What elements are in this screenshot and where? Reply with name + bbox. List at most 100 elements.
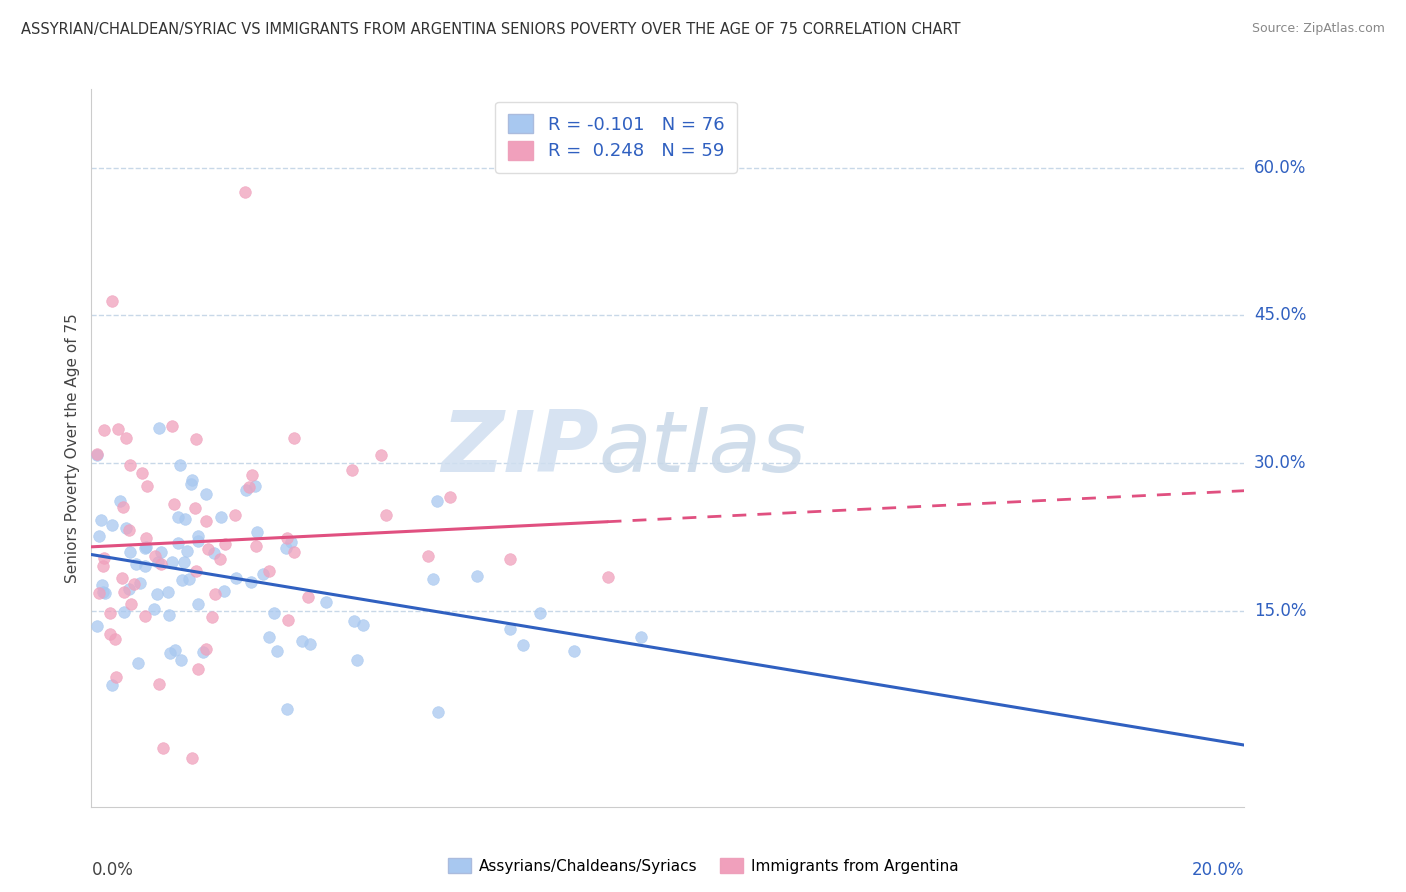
Point xyxy=(184,564,207,578)
Point xyxy=(118,523,141,537)
Point xyxy=(246,524,269,539)
Point xyxy=(252,567,274,582)
Point xyxy=(204,587,226,601)
Point xyxy=(93,550,115,565)
Point xyxy=(129,576,152,591)
Point xyxy=(439,490,461,504)
Point xyxy=(118,582,141,596)
Point xyxy=(418,549,440,563)
Point xyxy=(214,537,236,551)
Point xyxy=(209,509,232,524)
Point xyxy=(149,544,172,558)
Point xyxy=(283,431,305,445)
Legend: R = -0.101   N = 76, R =  0.248   N = 59: R = -0.101 N = 76, R = 0.248 N = 59 xyxy=(495,102,737,173)
Point xyxy=(90,513,112,527)
Point xyxy=(167,510,190,524)
Point xyxy=(148,421,170,435)
Text: 45.0%: 45.0% xyxy=(1254,307,1306,325)
Point xyxy=(118,545,141,559)
Point xyxy=(298,637,321,651)
Point xyxy=(163,643,186,657)
Point xyxy=(148,677,170,691)
Point xyxy=(238,480,260,494)
Text: Source: ZipAtlas.com: Source: ZipAtlas.com xyxy=(1251,22,1385,36)
Point xyxy=(564,644,586,658)
Point xyxy=(169,458,191,472)
Point xyxy=(135,531,157,545)
Point xyxy=(159,646,181,660)
Text: ZIP: ZIP xyxy=(441,407,599,490)
Point xyxy=(104,632,127,646)
Point xyxy=(180,473,202,487)
Text: atlas: atlas xyxy=(599,407,807,490)
Point xyxy=(257,564,280,578)
Point xyxy=(202,546,225,560)
Point xyxy=(422,572,444,586)
Point xyxy=(152,741,174,756)
Point xyxy=(212,584,235,599)
Point xyxy=(176,544,198,558)
Point xyxy=(120,458,142,473)
Point xyxy=(297,591,319,605)
Point xyxy=(120,597,142,611)
Point xyxy=(283,545,305,559)
Text: 15.0%: 15.0% xyxy=(1254,601,1306,620)
Point xyxy=(370,448,392,462)
Point xyxy=(187,597,209,611)
Point xyxy=(125,557,148,571)
Point xyxy=(136,479,159,493)
Point xyxy=(157,607,180,622)
Point xyxy=(276,531,298,545)
Point xyxy=(180,751,202,765)
Point xyxy=(187,662,209,676)
Point xyxy=(87,585,110,599)
Point xyxy=(100,293,122,308)
Point xyxy=(630,630,652,644)
Point xyxy=(499,552,522,566)
Point xyxy=(280,534,302,549)
Point xyxy=(224,508,246,523)
Point xyxy=(107,422,129,436)
Point xyxy=(426,706,449,720)
Point xyxy=(149,557,172,571)
Point xyxy=(184,432,207,446)
Point xyxy=(209,552,232,566)
Legend: Assyrians/Chaldeans/Syriacs, Immigrants from Argentina: Assyrians/Chaldeans/Syriacs, Immigrants … xyxy=(441,852,965,880)
Point xyxy=(94,585,117,599)
Point xyxy=(111,571,134,585)
Point xyxy=(184,501,207,516)
Point xyxy=(122,576,145,591)
Point xyxy=(98,606,121,620)
Point xyxy=(276,541,298,556)
Point xyxy=(172,573,194,587)
Point xyxy=(245,540,267,554)
Point xyxy=(93,423,115,437)
Point xyxy=(101,518,124,533)
Point xyxy=(134,558,156,573)
Point xyxy=(201,610,224,624)
Point xyxy=(426,494,449,508)
Point xyxy=(143,601,166,615)
Point xyxy=(596,570,619,584)
Point xyxy=(240,467,263,482)
Point xyxy=(100,678,122,692)
Point xyxy=(291,634,314,648)
Point xyxy=(498,622,520,636)
Point xyxy=(225,571,247,585)
Point xyxy=(194,514,217,528)
Point xyxy=(131,466,153,480)
Point xyxy=(127,656,149,670)
Y-axis label: Seniors Poverty Over the Age of 75: Seniors Poverty Over the Age of 75 xyxy=(65,313,80,583)
Point xyxy=(170,653,193,667)
Point xyxy=(115,521,138,535)
Point xyxy=(277,613,299,627)
Text: 30.0%: 30.0% xyxy=(1254,454,1306,472)
Point xyxy=(197,541,219,556)
Point xyxy=(194,641,217,656)
Point xyxy=(134,609,156,624)
Point xyxy=(105,670,128,684)
Point xyxy=(86,619,108,633)
Point xyxy=(160,555,183,569)
Point xyxy=(235,186,257,200)
Point xyxy=(340,463,363,477)
